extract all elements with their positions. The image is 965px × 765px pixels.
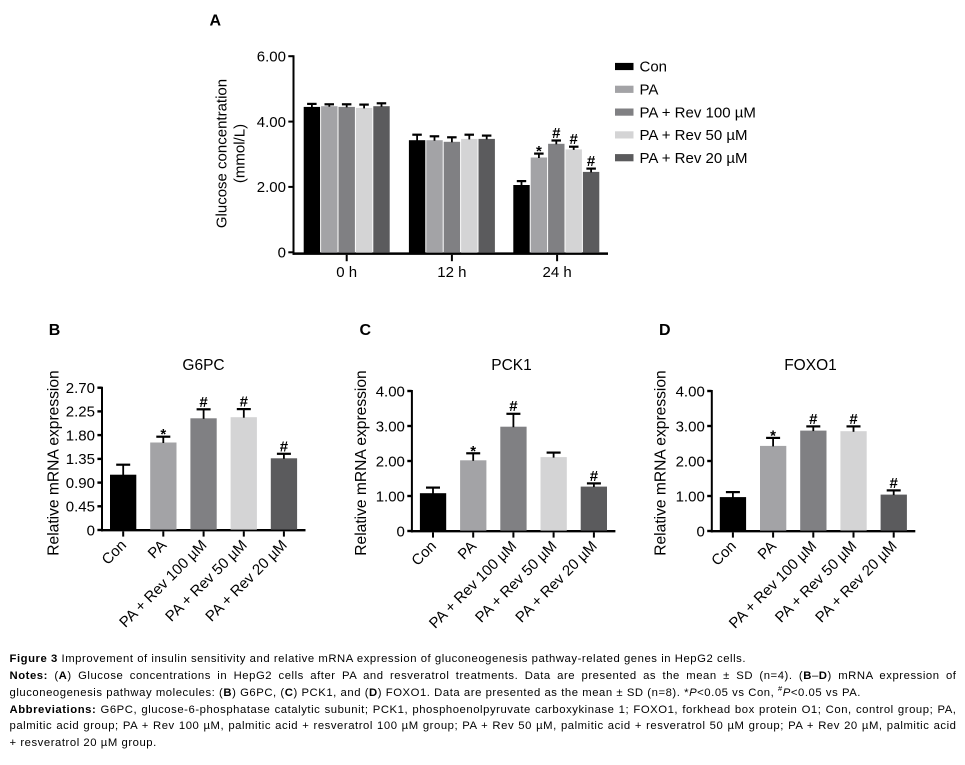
svg-text:C: C	[360, 322, 372, 339]
svg-text:PA + Rev 50 µM: PA + Rev 50 µM	[640, 127, 748, 144]
svg-text:#: #	[587, 153, 596, 170]
svg-text:1.00: 1.00	[376, 488, 405, 505]
svg-text:Glucose concentration: Glucose concentration	[214, 79, 231, 228]
svg-text:4.00: 4.00	[376, 383, 405, 400]
svg-text:*: *	[470, 443, 476, 460]
svg-text:#: #	[240, 394, 249, 411]
svg-text:*: *	[536, 143, 542, 160]
svg-text:Con: Con	[640, 59, 668, 76]
svg-text:0.90: 0.90	[66, 475, 95, 492]
svg-text:0: 0	[87, 522, 95, 539]
svg-text:3.00: 3.00	[676, 418, 705, 435]
svg-text:PA + Rev 100 µM: PA + Rev 100 µM	[640, 104, 756, 121]
svg-text:4.00: 4.00	[257, 114, 286, 131]
svg-text:2.70: 2.70	[66, 380, 95, 397]
svg-text:#: #	[809, 411, 818, 428]
svg-text:Relative mRNA expression: Relative mRNA expression	[653, 370, 670, 555]
svg-text:Relative mRNA expression: Relative mRNA expression	[46, 370, 63, 555]
svg-text:#: #	[280, 438, 289, 455]
svg-text:D: D	[659, 322, 671, 339]
svg-text:1.35: 1.35	[66, 451, 95, 468]
svg-text:*: *	[160, 426, 166, 443]
svg-text:2.25: 2.25	[66, 404, 95, 421]
svg-text:#: #	[509, 398, 518, 415]
svg-text:G6PC: G6PC	[182, 357, 224, 374]
svg-text:0.45: 0.45	[66, 499, 95, 516]
svg-text:1.00: 1.00	[676, 488, 705, 505]
svg-text:#: #	[590, 468, 599, 485]
svg-text:0: 0	[278, 245, 286, 262]
svg-text:Relative mRNA expression: Relative mRNA expression	[353, 370, 370, 555]
svg-text:0: 0	[397, 523, 405, 540]
svg-text:0 h: 0 h	[336, 264, 357, 281]
svg-text:PCK1: PCK1	[491, 357, 532, 374]
svg-text:2.00: 2.00	[376, 453, 405, 470]
svg-text:3.00: 3.00	[376, 418, 405, 435]
svg-text:12 h: 12 h	[437, 264, 466, 281]
svg-text:FOXO1: FOXO1	[784, 357, 837, 374]
svg-text:#: #	[552, 125, 561, 142]
svg-text:6.00: 6.00	[257, 49, 286, 66]
svg-text:2.00: 2.00	[676, 453, 705, 470]
svg-text:2.00: 2.00	[257, 179, 286, 196]
svg-text:#: #	[570, 131, 579, 148]
svg-text:(mmol/L): (mmol/L)	[232, 124, 249, 183]
svg-text:4.00: 4.00	[676, 383, 705, 400]
svg-text:PA: PA	[640, 82, 659, 99]
svg-text:0: 0	[696, 523, 704, 540]
svg-text:#: #	[199, 394, 208, 411]
svg-text:*: *	[770, 427, 776, 444]
svg-text:B: B	[49, 322, 61, 339]
svg-text:#: #	[849, 411, 858, 428]
svg-text:PA + Rev 20 µM: PA + Rev 20 µM	[640, 150, 748, 167]
svg-text:A: A	[210, 13, 222, 30]
svg-text:#: #	[890, 475, 899, 492]
svg-text:1.80: 1.80	[66, 427, 95, 444]
svg-text:24 h: 24 h	[542, 264, 571, 281]
